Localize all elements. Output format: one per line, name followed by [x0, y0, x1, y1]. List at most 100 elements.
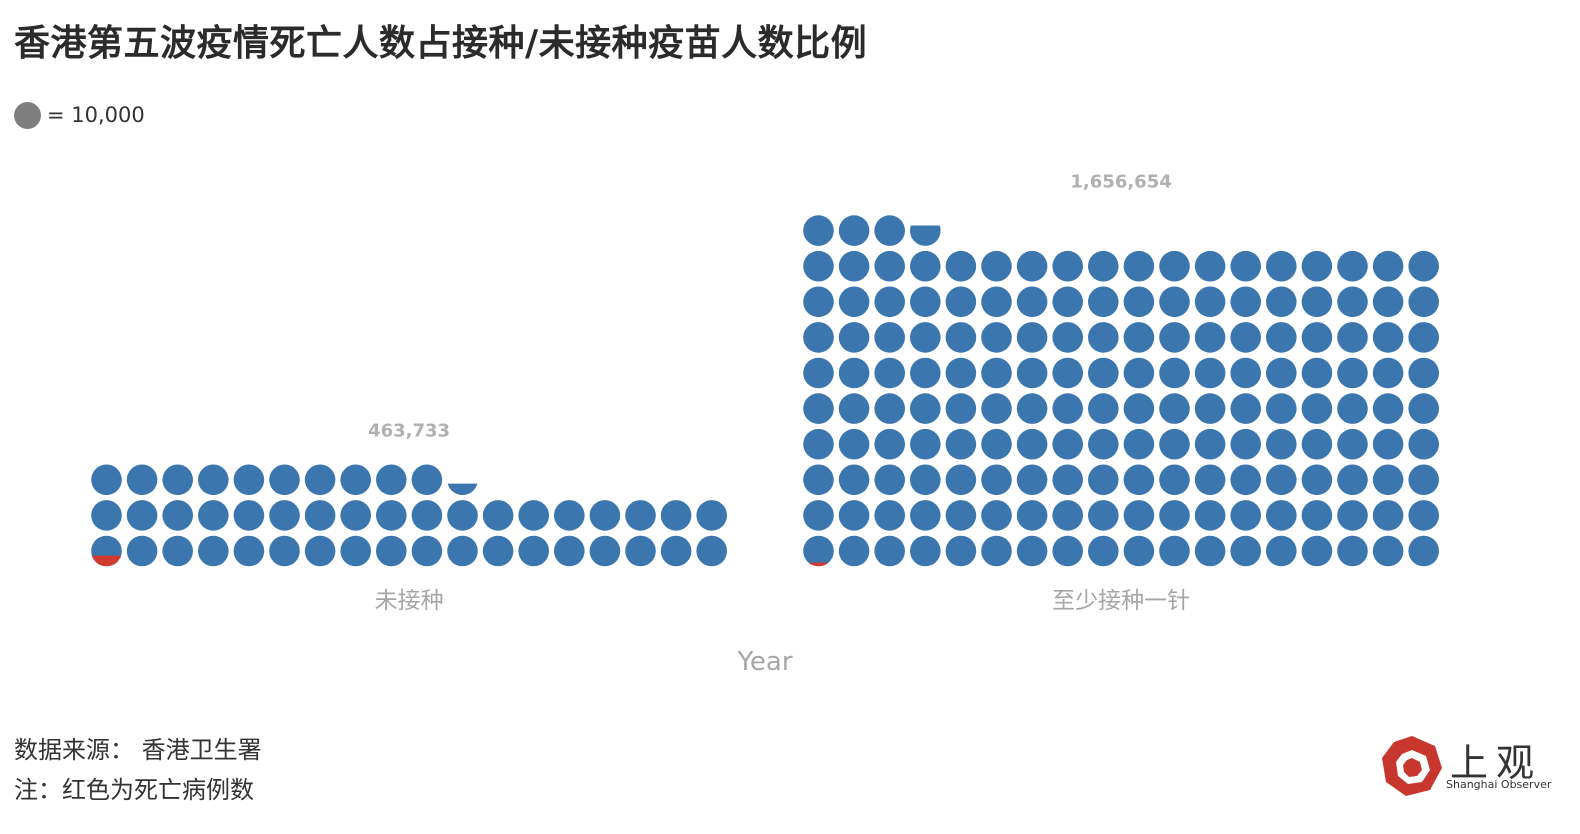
population-dot: [1408, 428, 1439, 460]
logo-english-name: Shanghai Observer: [1446, 778, 1552, 791]
population-dot: [803, 357, 834, 389]
population-dot: [838, 250, 870, 282]
population-dot: [1266, 464, 1297, 496]
x-axis-label: Year: [736, 647, 792, 677]
population-dot: [1230, 322, 1261, 353]
population-dot: [981, 500, 1012, 531]
population-dot: [910, 322, 941, 353]
population-dot: [1266, 428, 1297, 460]
population-dot: [1301, 322, 1333, 353]
population-dot: [304, 535, 336, 567]
population-dot: [1337, 286, 1368, 318]
population-dot: [233, 500, 265, 531]
population-dot: [1230, 464, 1261, 496]
population-dot: [1266, 250, 1297, 282]
population-dot: [1194, 535, 1226, 567]
population-dot: [162, 500, 193, 531]
population-dot: [910, 464, 941, 496]
population-dot: [874, 215, 905, 246]
population-dot: [1159, 322, 1190, 353]
population-dot: [1266, 500, 1297, 531]
population-dot: [340, 535, 372, 567]
population-dot: [838, 286, 870, 318]
population-dot: [1123, 464, 1155, 496]
category-label: 未接种: [375, 588, 444, 614]
population-dot: [1123, 322, 1155, 353]
population-dot: [945, 250, 977, 282]
population-dot: [589, 535, 621, 567]
population-dot: [945, 286, 977, 318]
population-dot: [803, 215, 834, 246]
population-dot: [874, 535, 905, 567]
population-dot: [981, 393, 1012, 424]
population-dot: [910, 428, 941, 460]
population-dot: [1016, 286, 1048, 318]
population-dot: [269, 500, 300, 531]
population-dot: [1372, 464, 1404, 496]
population-dot: [803, 393, 834, 424]
population-dot: [1016, 428, 1048, 460]
population-dot: [554, 500, 585, 531]
population-dot: [838, 464, 870, 496]
population-dot: [874, 286, 905, 318]
population-dot: [1301, 535, 1333, 567]
population-dot: [1337, 464, 1368, 496]
population-dot: [233, 535, 265, 567]
population-dot: [1230, 393, 1261, 424]
population-dot: [1372, 250, 1404, 282]
population-dot: [376, 535, 407, 567]
population-dot: [945, 464, 977, 496]
population-dot: [1230, 357, 1261, 389]
population-dot: [1016, 535, 1048, 567]
population-dot: [1301, 464, 1333, 496]
population-dot: [269, 535, 300, 567]
population-dot: [1408, 464, 1439, 496]
population-dot: [1088, 322, 1119, 353]
population-dot: [589, 500, 621, 531]
population-dot: [981, 286, 1012, 318]
population-dot: [1266, 357, 1297, 389]
population-dot: [1159, 535, 1190, 567]
population-dot: [910, 225, 941, 246]
population-dot: [1052, 286, 1083, 318]
population-dot: [1337, 393, 1368, 424]
population-dot: [696, 535, 727, 567]
population-dot: [1088, 357, 1119, 389]
population-dot: [945, 535, 977, 567]
population-dot: [1052, 322, 1083, 353]
population-dot: [1372, 357, 1404, 389]
population-dot: [910, 286, 941, 318]
population-dot: [554, 535, 585, 567]
population-dot: [874, 250, 905, 282]
population-dot: [1194, 500, 1226, 531]
population-dot: [874, 393, 905, 424]
population-dot: [340, 464, 372, 496]
population-dot: [1230, 535, 1261, 567]
population-dot: [838, 357, 870, 389]
population-dot: [945, 500, 977, 531]
population-dot: [91, 500, 122, 531]
population-dot: [945, 393, 977, 424]
source-note: 数据来源： 香港卫生署 注：红色为死亡病例数: [14, 730, 262, 810]
population-dot: [625, 535, 656, 567]
population-dot: [1408, 286, 1439, 318]
population-dot: [1266, 322, 1297, 353]
population-dot: [910, 357, 941, 389]
shanghai-observer-logo: 上观 Shanghai Observer: [1380, 732, 1560, 802]
population-dot: [803, 428, 834, 460]
logo-chinese-name: 上观: [1450, 741, 1543, 785]
population-dot: [660, 500, 692, 531]
population-dot: [1372, 535, 1404, 567]
population-dot: [874, 464, 905, 496]
population-dot: [838, 393, 870, 424]
population-dot: [1052, 464, 1083, 496]
population-dot: [1372, 322, 1404, 353]
population-dot: [803, 535, 834, 567]
population-dot: [874, 428, 905, 460]
population-dot: [1016, 464, 1048, 496]
population-dot: [803, 500, 834, 531]
population-dot: [126, 535, 158, 567]
category-label: 至少接种一针: [1052, 588, 1190, 614]
population-dot: [233, 464, 265, 496]
population-dot: [1194, 393, 1226, 424]
